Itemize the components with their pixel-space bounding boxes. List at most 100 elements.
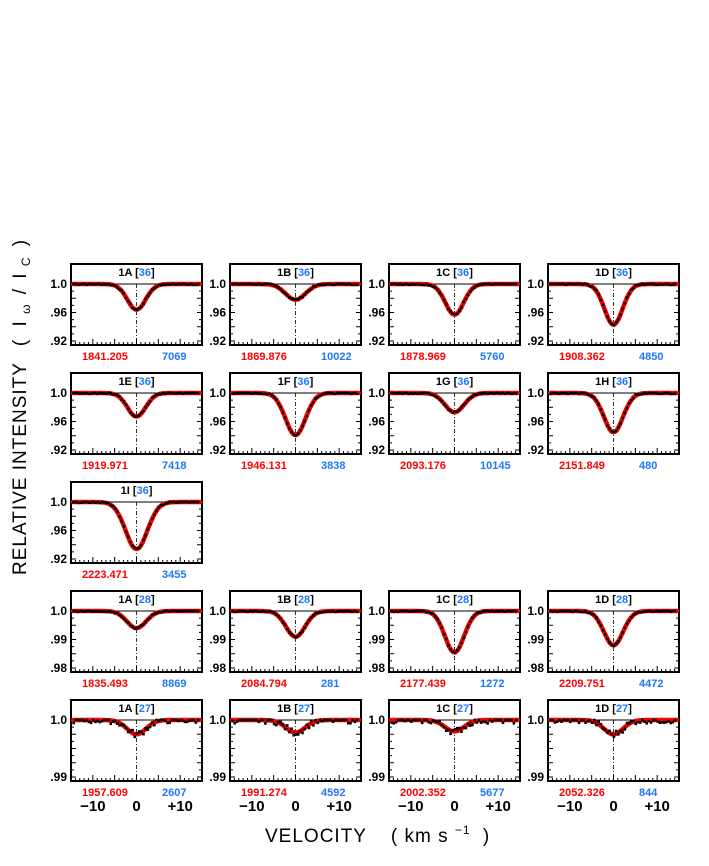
data-point (299, 295, 302, 299)
data-point (651, 718, 655, 722)
panel-header: 1B [27] (277, 703, 314, 715)
data-point (479, 283, 483, 286)
data-point (196, 391, 200, 395)
data-point (619, 729, 622, 733)
data-point (484, 609, 487, 613)
data-point (137, 625, 141, 629)
data-point (261, 392, 265, 396)
data-point (658, 392, 662, 395)
data-point (353, 609, 357, 613)
data-point (235, 391, 239, 395)
data-point (190, 718, 193, 722)
data-point (447, 728, 450, 732)
panel-count: 36 (616, 376, 628, 388)
data-point (667, 282, 670, 286)
data-point (407, 610, 411, 613)
caption-left: 2052.326 (559, 787, 605, 799)
data-point (392, 282, 396, 286)
data-point (490, 391, 494, 395)
data-point (153, 394, 156, 398)
data-point (420, 391, 424, 395)
x-axis-label: VELOCITY ( km s −1 ) (265, 818, 490, 847)
data-point (634, 722, 638, 726)
data-point (292, 733, 296, 737)
data-point (120, 288, 123, 292)
data-point (347, 721, 350, 725)
data-point (353, 283, 357, 287)
data-point (257, 610, 261, 614)
data-point (510, 392, 514, 396)
data-point (146, 527, 150, 531)
panel-header: 1E [36] (118, 376, 154, 388)
data-point (506, 391, 509, 395)
data-point (453, 410, 457, 413)
y-tick-label: .92 (368, 334, 385, 348)
data-point (665, 282, 668, 286)
data-point (81, 282, 84, 286)
data-point (477, 392, 481, 395)
data-point (281, 723, 285, 726)
data-point (314, 718, 317, 722)
data-point (185, 609, 189, 613)
data-point (159, 718, 163, 722)
data-point (673, 718, 677, 722)
y-axis-paren-open: ( (10, 339, 31, 346)
data-point (250, 282, 254, 286)
data-point (159, 392, 163, 396)
y-tick-label: .92 (50, 443, 67, 457)
data-point (488, 282, 492, 286)
data-point (425, 282, 428, 286)
data-point (612, 324, 616, 327)
panel-id: 1A (118, 594, 135, 606)
data-point (316, 721, 320, 725)
data-point (636, 393, 640, 396)
data-point (665, 609, 668, 613)
data-point (577, 392, 581, 396)
data-point (292, 634, 296, 638)
data-point (237, 609, 241, 613)
data-point (333, 392, 337, 396)
data-point (237, 718, 241, 722)
data-point (566, 392, 570, 396)
data-point (242, 391, 245, 395)
data-point (111, 610, 115, 614)
data-point (403, 719, 407, 723)
data-point (403, 609, 407, 613)
data-point (183, 609, 187, 613)
data-point (107, 501, 110, 505)
data-point (98, 391, 102, 395)
data-point (100, 500, 104, 504)
data-point (440, 723, 444, 727)
data-point (667, 719, 670, 723)
data-point (499, 392, 503, 395)
data-point (124, 403, 128, 407)
data-point (442, 298, 446, 302)
data-point (100, 392, 104, 395)
data-point (94, 720, 97, 724)
data-point (416, 718, 420, 722)
data-point (320, 610, 324, 614)
data-point (612, 735, 616, 739)
data-point (427, 283, 431, 287)
data-point (571, 610, 574, 614)
data-point (501, 391, 505, 395)
data-point (621, 307, 624, 311)
data-point (462, 636, 465, 640)
y-tick-label: 1.0 (368, 277, 385, 291)
data-point (632, 613, 635, 617)
data-point (161, 610, 165, 614)
data-point (102, 610, 106, 613)
panel-bracket-open: [ (453, 267, 457, 279)
y-tick-label: .96 (50, 524, 67, 538)
data-point (407, 718, 411, 722)
data-point (351, 283, 355, 287)
data-point (111, 719, 115, 723)
data-point (558, 392, 561, 396)
data-point (349, 392, 352, 396)
data-point (94, 609, 97, 613)
data-point (342, 391, 346, 395)
x-tick-label: 0 (609, 798, 617, 815)
data-point (96, 282, 99, 286)
panel-bracket-close: ] (151, 594, 155, 606)
data-point (89, 282, 93, 286)
